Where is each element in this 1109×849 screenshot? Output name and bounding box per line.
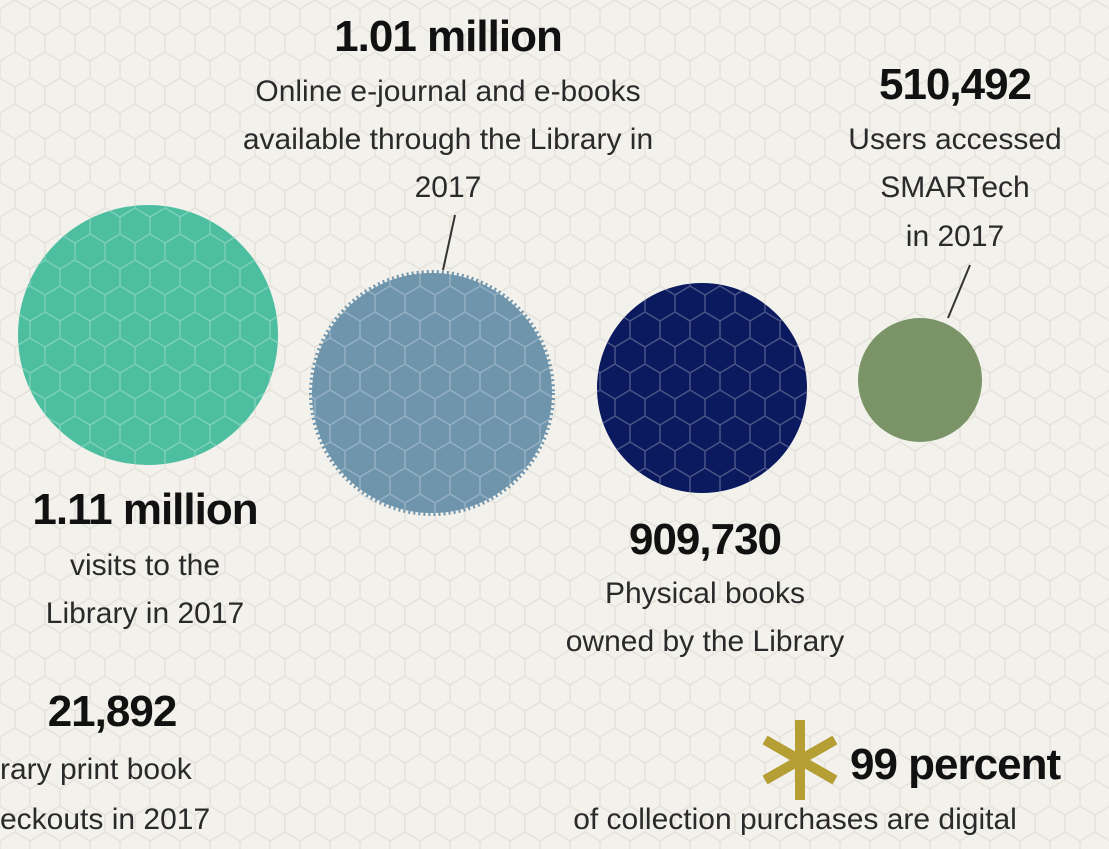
stat-text: visits to the [69,549,221,582]
stat-value: 21,892 [47,687,178,736]
circle-texture [312,273,552,513]
stat-text: of collection purchases are digital [573,803,1017,836]
stat-text: owned by the Library [565,625,845,658]
leader-line [442,214,456,271]
stat-text: 2017 [414,171,482,204]
stat-value: 1.01 million [334,12,563,61]
circle [858,318,982,442]
stat-value: 99 percent [850,740,1061,789]
leader-line [947,264,971,319]
stat-text: eckouts in 2017 [0,803,211,836]
stat-value: 909,730 [628,515,782,564]
stat-text: Users accessed [848,123,1062,156]
stat-text: available through the Library in [242,123,654,156]
circle-texture [18,205,278,465]
stat-text: SMARTech [880,171,1030,204]
stat-text: Physical books [604,577,806,610]
stat-text: Online e-journal and e-books [255,75,641,108]
stat-text: rary print book [0,753,192,786]
stat-text: in 2017 [905,220,1005,253]
stat-text: Library in 2017 [45,597,245,630]
stat-value: 510,492 [878,60,1032,109]
asterisk [762,720,838,800]
circle-texture [597,283,807,493]
stat-value: 1.11 million [32,485,258,534]
